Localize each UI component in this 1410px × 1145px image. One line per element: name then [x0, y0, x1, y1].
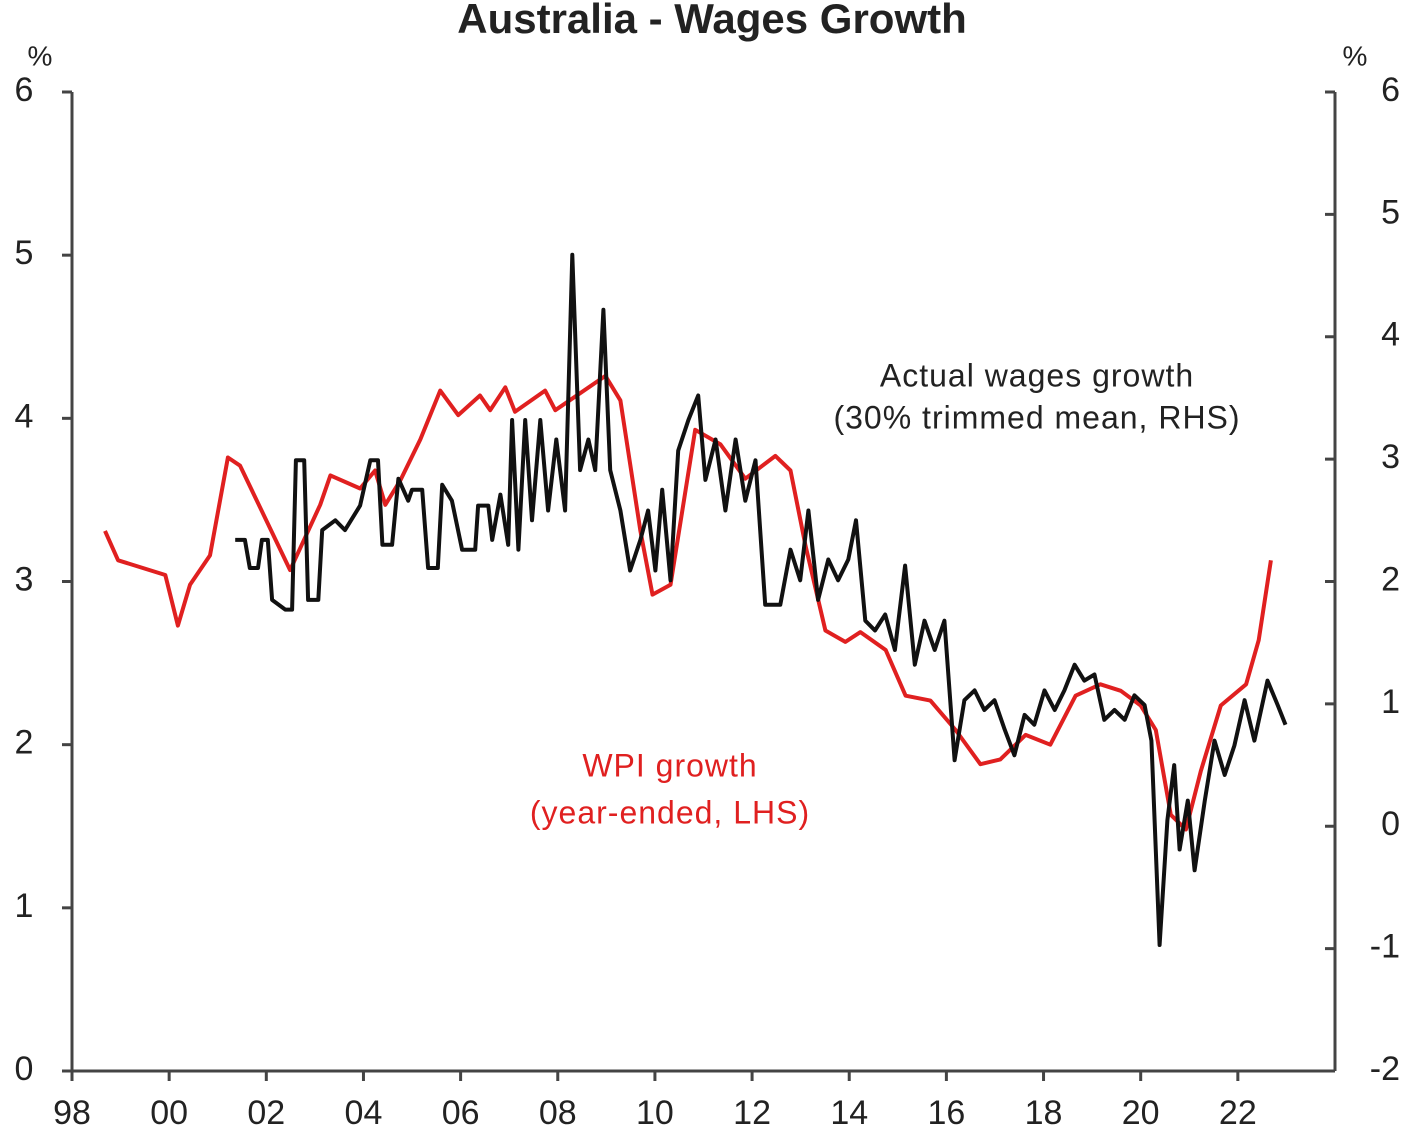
- y2-tick-label: 5: [1381, 193, 1400, 231]
- y2-tick-label: 4: [1381, 316, 1400, 354]
- y-tick-label: 3: [15, 560, 34, 598]
- y-tick-label: 1: [15, 887, 34, 925]
- x-tick-label: 02: [247, 1094, 285, 1132]
- series-note: (year-ended, LHS): [530, 794, 810, 830]
- y2-tick-label: -1: [1370, 928, 1400, 966]
- x-tick-label: 98: [53, 1094, 91, 1132]
- y2-tick-label: 0: [1381, 805, 1400, 843]
- y-unit: %: [28, 40, 53, 71]
- series-label: Actual wages growth: [880, 357, 1194, 393]
- x-tick-label: 16: [927, 1094, 965, 1132]
- chart-title: Australia - Wages Growth: [457, 0, 967, 42]
- x-tick-label: 20: [1122, 1094, 1160, 1132]
- y-tick-label: 5: [15, 234, 34, 272]
- y2-tick-label: 3: [1381, 438, 1400, 476]
- y2-unit: %: [1343, 40, 1368, 71]
- x-tick-label: 06: [442, 1094, 480, 1132]
- series-note: (30% trimmed mean, RHS): [833, 399, 1240, 435]
- y2-tick-label: 1: [1381, 683, 1400, 721]
- y-tick-label: 4: [15, 397, 34, 435]
- x-tick-label: 12: [733, 1094, 771, 1132]
- x-tick-label: 08: [539, 1094, 577, 1132]
- x-tick-label: 14: [830, 1094, 868, 1132]
- x-tick-label: 22: [1219, 1094, 1257, 1132]
- y2-tick-label: 6: [1381, 71, 1400, 109]
- y2-tick-label: 2: [1381, 560, 1400, 598]
- y2-tick-label: -2: [1370, 1050, 1400, 1088]
- x-tick-label: 10: [636, 1094, 674, 1132]
- y-tick-label: 6: [15, 71, 34, 109]
- series-line: [103, 373, 1273, 832]
- y-tick-label: 0: [15, 1050, 34, 1088]
- series-line: [235, 252, 1288, 947]
- x-tick-label: 18: [1025, 1094, 1063, 1132]
- y-tick-label: 2: [15, 724, 34, 762]
- x-tick-label: 00: [150, 1094, 188, 1132]
- x-tick-label: 04: [345, 1094, 383, 1132]
- series-label: WPI growth: [582, 747, 757, 783]
